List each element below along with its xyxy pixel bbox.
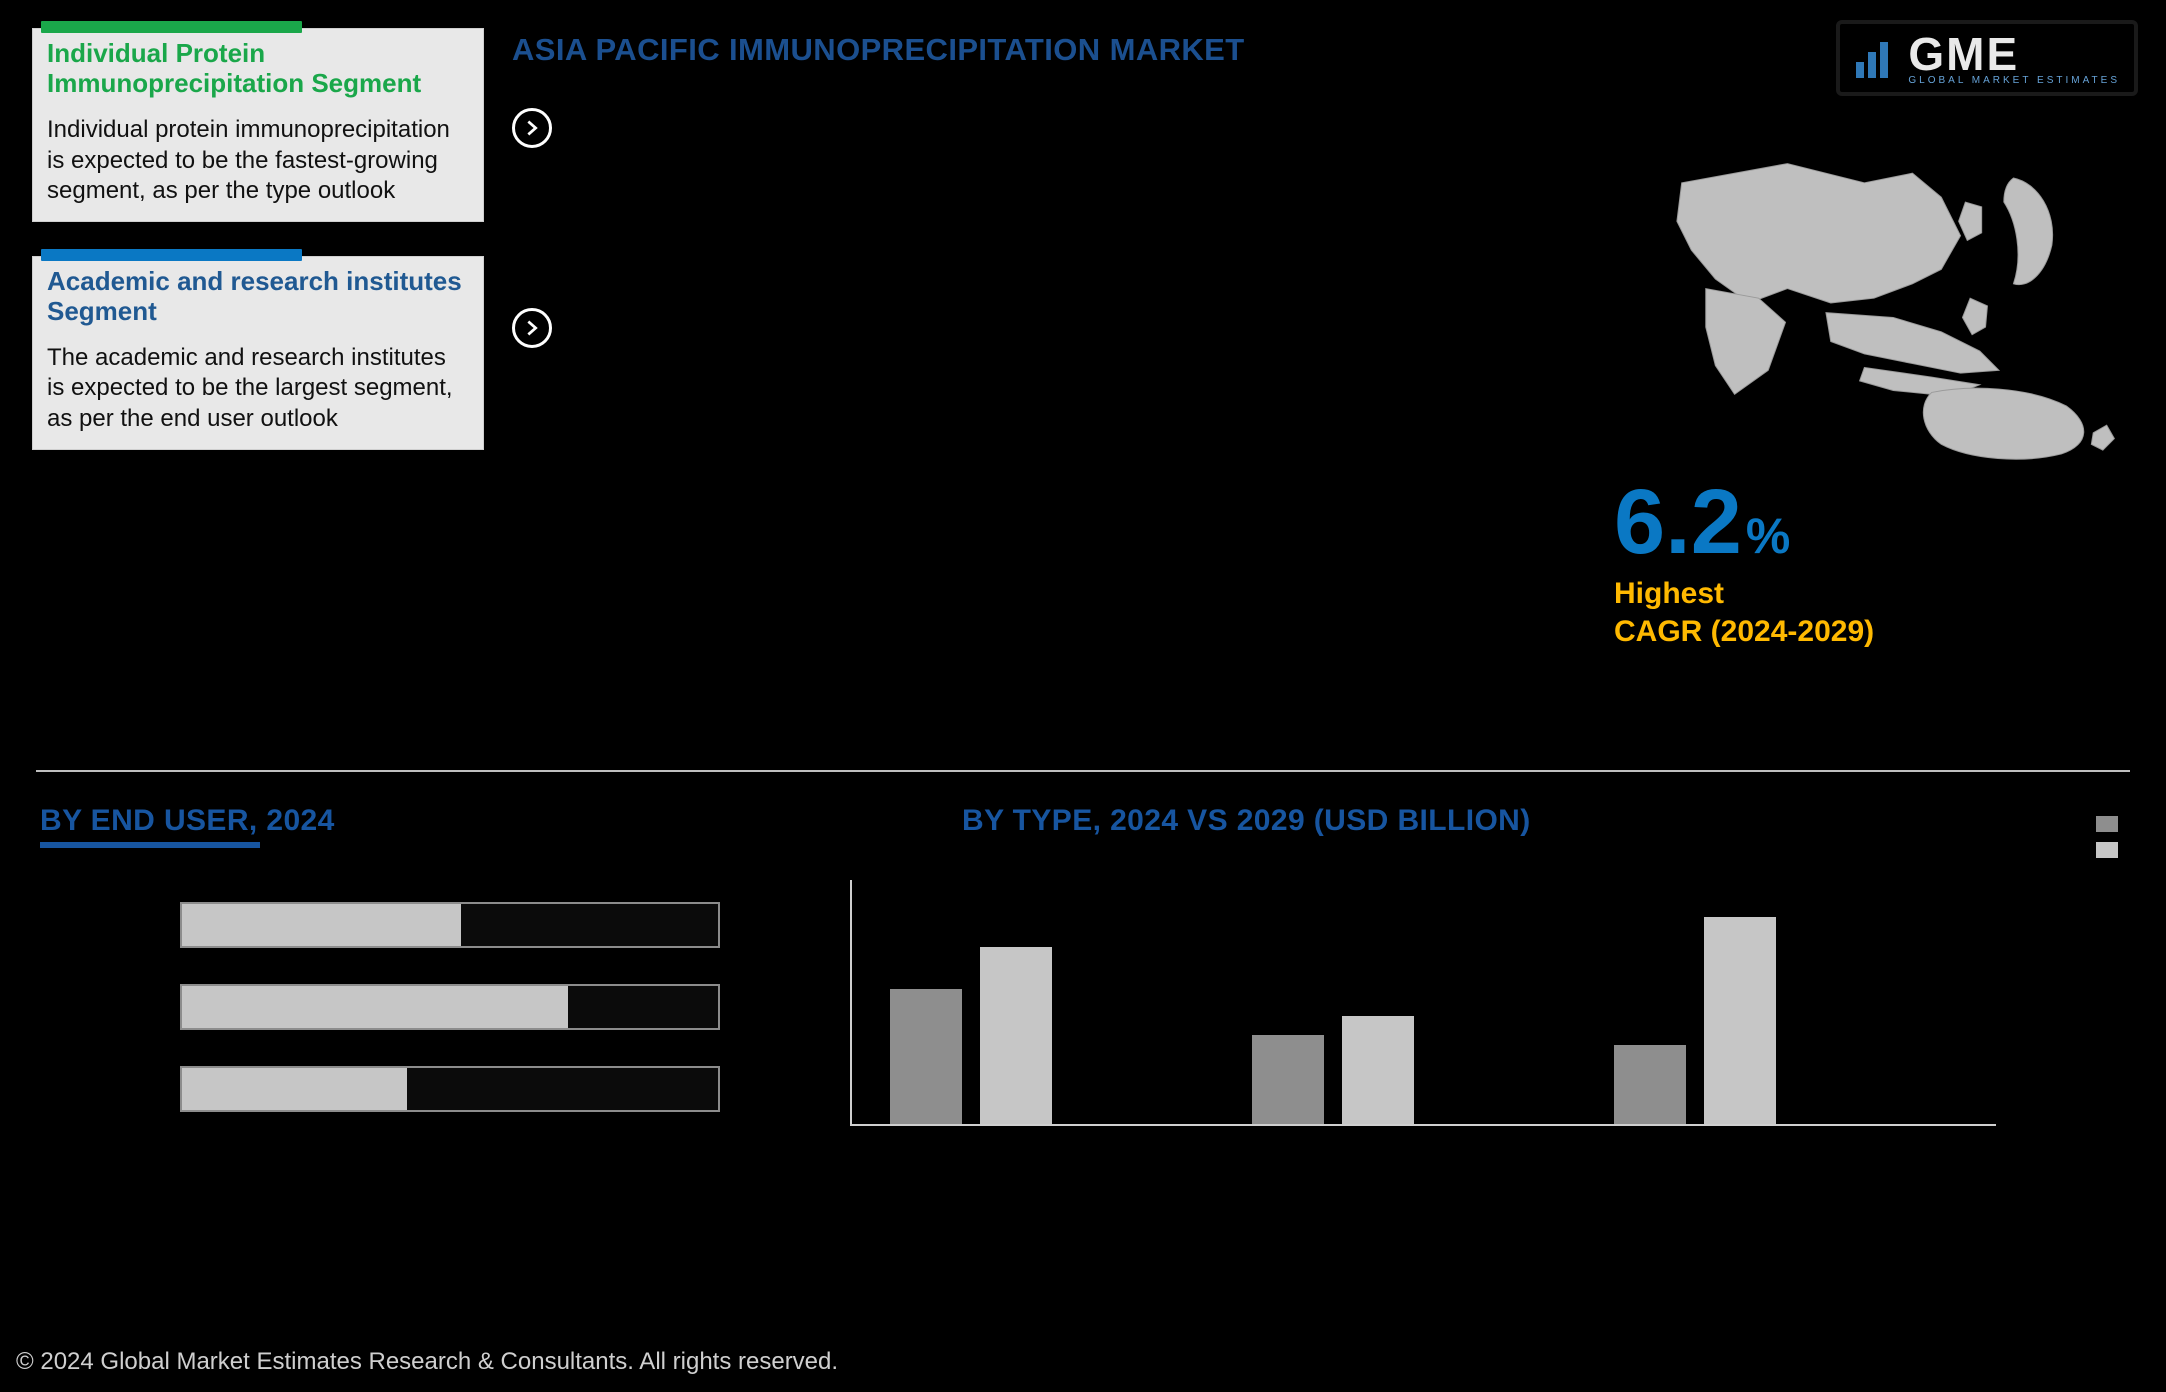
hbar-row [180, 902, 720, 948]
bar-2029 [1342, 1016, 1414, 1124]
hbar-fill [182, 1068, 407, 1110]
chevron-right-icon [512, 308, 552, 348]
logo-text: GME [1908, 34, 2120, 75]
card-title: Academic and research institutes Segment [33, 267, 483, 333]
section-underline [40, 842, 260, 848]
top-row: Individual Protein Immunoprecipitation S… [32, 28, 2134, 650]
card-title: Individual Protein Immunoprecipitation S… [33, 39, 483, 105]
page-title: ASIA PACIFIC IMMUNOPRECIPITATION MARKET [512, 32, 1586, 68]
legend-item [2096, 842, 2118, 858]
charts-row: BY END USER, 2024 BY TYPE, 2024 VS 2029 … [40, 796, 2126, 1216]
segment-cards: Individual Protein Immunoprecipitation S… [32, 28, 484, 650]
x-axis [850, 1124, 1996, 1126]
bar-chart-plot [850, 880, 1996, 1126]
y-axis [850, 880, 852, 1126]
section-title: BY END USER, 2024 [40, 804, 800, 838]
chart-legend [2096, 816, 2118, 858]
bar-2024 [890, 989, 962, 1124]
chevron-right-icon [512, 108, 552, 148]
cagr-number: 6.2 [1614, 471, 1742, 573]
hbar-fill [182, 986, 568, 1028]
card-accent [41, 21, 302, 33]
segment-card-academic-research: Academic and research institutes Segment… [32, 256, 484, 450]
logo-bars-icon [1854, 40, 1898, 80]
hbar-row [180, 984, 720, 1030]
card-body: Individual protein immunoprecipitation i… [33, 105, 483, 221]
hbar-container [40, 902, 800, 1112]
right-column: GME GLOBAL MARKET ESTIMATES [1614, 28, 2134, 650]
card-body: The academic and research institutes is … [33, 333, 483, 449]
bar-2029 [1704, 917, 1776, 1124]
bar-2024 [1614, 1045, 1686, 1124]
logo-subtitle: GLOBAL MARKET ESTIMATES [1908, 75, 2120, 86]
end-user-chart: BY END USER, 2024 [40, 796, 800, 1216]
hbar-fill [182, 904, 461, 946]
cagr-label: Highest CAGR (2024-2029) [1614, 575, 2134, 650]
percent-symbol: % [1746, 508, 1790, 564]
cagr-value: 6.2% [1614, 470, 2134, 575]
legend-item [2096, 816, 2118, 832]
footer: © 2024 Global Market Estimates Research … [0, 1340, 2166, 1384]
type-chart: BY TYPE, 2024 VS 2029 (USD BILLION) [820, 796, 2126, 1216]
cagr-label-line2: CAGR (2024-2029) [1614, 613, 2134, 651]
hbar-row [180, 1066, 720, 1112]
infographic-page: Individual Protein Immunoprecipitation S… [0, 0, 2166, 1392]
bullet-icons [512, 108, 1586, 348]
legend-swatch [2096, 842, 2118, 858]
asia-pacific-map-icon [1614, 138, 2134, 468]
logo: GME GLOBAL MARKET ESTIMATES [1836, 20, 2138, 96]
section-title: BY TYPE, 2024 VS 2029 (USD BILLION) [962, 804, 2126, 838]
headline-column: ASIA PACIFIC IMMUNOPRECIPITATION MARKET [512, 28, 1586, 650]
bar-2029 [980, 947, 1052, 1124]
card-accent [41, 249, 302, 261]
divider [36, 770, 2130, 772]
legend-swatch [2096, 816, 2118, 832]
cagr-label-line1: Highest [1614, 575, 2134, 613]
segment-card-individual-protein: Individual Protein Immunoprecipitation S… [32, 28, 484, 222]
cagr-block: 6.2% Highest CAGR (2024-2029) [1614, 470, 2134, 650]
bar-2024 [1252, 1035, 1324, 1124]
